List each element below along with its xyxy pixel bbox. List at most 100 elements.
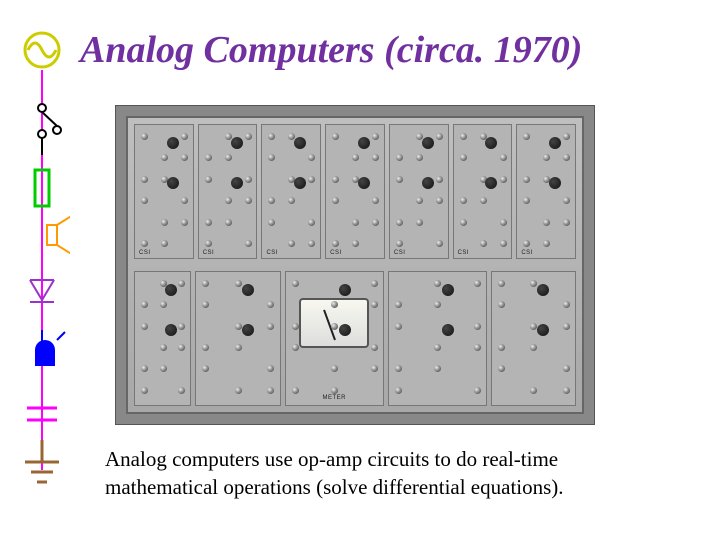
led-icon: [35, 330, 65, 366]
patch-jack-icon: [436, 133, 443, 140]
patch-jack-icon: [267, 387, 274, 394]
patch-jack-icon: [523, 133, 530, 140]
analog-computer-photo: CSI CSI CSI CSI CSI CSI CSI METER: [115, 105, 595, 425]
patch-jack-icon: [563, 365, 570, 372]
patch-jack-icon: [160, 301, 167, 308]
patch-jack-icon: [543, 154, 550, 161]
patch-jack-icon: [268, 219, 275, 226]
panel-module: [491, 271, 576, 406]
control-knob-icon: [485, 177, 497, 189]
patch-jack-icon: [523, 197, 530, 204]
panel-top-row: CSI CSI CSI CSI CSI CSI CSI: [134, 124, 576, 259]
patch-jack-icon: [331, 323, 338, 330]
patch-jack-icon: [181, 133, 188, 140]
patch-jack-icon: [160, 344, 167, 351]
patch-jack-icon: [288, 197, 295, 204]
patch-jack-icon: [372, 133, 379, 140]
panel-module: [134, 271, 191, 406]
control-knob-icon: [358, 177, 370, 189]
patch-jack-icon: [372, 154, 379, 161]
patch-jack-icon: [498, 344, 505, 351]
patch-jack-icon: [416, 197, 423, 204]
patch-jack-icon: [235, 387, 242, 394]
patch-jack-icon: [225, 219, 232, 226]
patch-jack-icon: [371, 365, 378, 372]
module-brand-label: CSI: [394, 250, 406, 256]
patch-jack-icon: [523, 240, 530, 247]
panel-module: [388, 271, 487, 406]
patch-jack-icon: [498, 280, 505, 287]
patch-jack-icon: [225, 154, 232, 161]
patch-jack-icon: [395, 387, 402, 394]
patch-jack-icon: [563, 219, 570, 226]
patch-jack-icon: [178, 323, 185, 330]
module-brand-label: CSI: [139, 250, 151, 256]
patch-jack-icon: [396, 219, 403, 226]
patch-jack-icon: [332, 133, 339, 140]
patch-jack-icon: [530, 323, 537, 330]
patch-jack-icon: [332, 176, 339, 183]
panel-module: CSI: [453, 124, 513, 259]
patch-jack-icon: [474, 280, 481, 287]
patch-jack-icon: [292, 387, 299, 394]
patch-jack-icon: [500, 154, 507, 161]
panel-bottom-row: METER: [134, 271, 576, 406]
patch-jack-icon: [268, 133, 275, 140]
patch-jack-icon: [225, 197, 232, 204]
panel-module: CSI: [261, 124, 321, 259]
patch-jack-icon: [371, 344, 378, 351]
patch-jack-icon: [498, 365, 505, 372]
control-knob-icon: [358, 137, 370, 149]
patch-jack-icon: [141, 197, 148, 204]
panel-module: CSI: [134, 124, 194, 259]
panel-module: [195, 271, 280, 406]
patch-jack-icon: [434, 301, 441, 308]
patch-jack-icon: [202, 301, 209, 308]
patch-jack-icon: [235, 323, 242, 330]
patch-jack-icon: [202, 365, 209, 372]
patch-jack-icon: [563, 301, 570, 308]
patch-jack-icon: [245, 240, 252, 247]
patch-jack-icon: [396, 240, 403, 247]
patch-jack-icon: [161, 154, 168, 161]
control-knob-icon: [537, 284, 549, 296]
control-knob-icon: [422, 137, 434, 149]
patch-jack-icon: [523, 176, 530, 183]
patch-jack-icon: [141, 240, 148, 247]
patch-jack-icon: [205, 154, 212, 161]
patch-jack-icon: [395, 365, 402, 372]
patch-jack-icon: [245, 197, 252, 204]
patch-jack-icon: [395, 323, 402, 330]
patch-jack-icon: [331, 387, 338, 394]
patch-jack-icon: [416, 154, 423, 161]
patch-jack-icon: [308, 154, 315, 161]
control-knob-icon: [549, 177, 561, 189]
patch-jack-icon: [530, 387, 537, 394]
patch-jack-icon: [563, 154, 570, 161]
patch-jack-icon: [160, 365, 167, 372]
patch-jack-icon: [416, 219, 423, 226]
control-knob-icon: [231, 137, 243, 149]
patch-jack-icon: [292, 344, 299, 351]
patch-jack-icon: [460, 219, 467, 226]
patch-jack-icon: [563, 323, 570, 330]
patch-jack-icon: [474, 344, 481, 351]
slide-caption: Analog computers use op-amp circuits to …: [105, 445, 645, 502]
patch-jack-icon: [434, 344, 441, 351]
patch-jack-icon: [178, 280, 185, 287]
patch-jack-icon: [235, 280, 242, 287]
patch-jack-icon: [396, 154, 403, 161]
patch-jack-icon: [178, 344, 185, 351]
patch-jack-icon: [225, 133, 232, 140]
patch-jack-icon: [245, 133, 252, 140]
patch-jack-icon: [395, 301, 402, 308]
patch-jack-icon: [308, 176, 315, 183]
control-knob-icon: [422, 177, 434, 189]
patch-jack-icon: [178, 387, 185, 394]
control-knob-icon: [537, 324, 549, 336]
control-knob-icon: [231, 177, 243, 189]
patch-jack-icon: [498, 301, 505, 308]
control-knob-icon: [165, 324, 177, 336]
patch-jack-icon: [530, 280, 537, 287]
patch-jack-icon: [141, 365, 148, 372]
